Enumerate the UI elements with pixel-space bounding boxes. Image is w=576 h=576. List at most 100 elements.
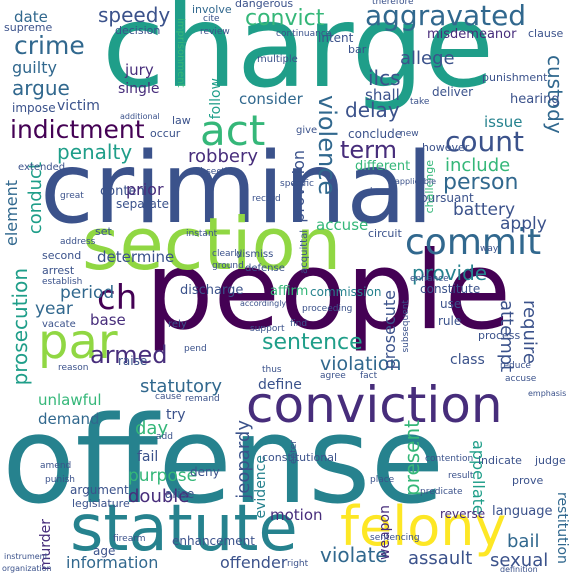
word-deliver: deliver — [432, 85, 474, 99]
word-period: period — [60, 283, 115, 303]
word-commission: commission — [310, 285, 382, 299]
word-proceeding: proceeding — [302, 304, 353, 314]
word-conviction: conviction — [246, 376, 503, 434]
word-record: record — [252, 194, 281, 204]
word-double: double — [128, 486, 190, 507]
word-way: way — [480, 244, 499, 254]
word-restitution: restitution — [554, 492, 570, 564]
word-felony: felony — [340, 495, 507, 558]
word-section: section — [82, 202, 342, 286]
word-constitute: constitute — [420, 282, 481, 296]
word-punishment: punishment — [482, 71, 548, 84]
word-robbery: robbery — [188, 146, 258, 167]
word-acquittal: acquittal — [299, 230, 310, 274]
word-accuse2: accuse — [505, 374, 537, 384]
word-bar: bar — [348, 43, 367, 56]
word-enhancement: enhancement — [172, 534, 255, 548]
word-victim: victim — [57, 98, 100, 114]
word-result: result — [448, 471, 474, 481]
word-accordingly: accordingly — [240, 299, 287, 308]
word-process: process — [478, 329, 521, 342]
word-thus: thus — [262, 365, 282, 375]
word-violence: violence — [313, 95, 341, 196]
word-element: element — [2, 180, 21, 246]
word-instant: instant — [186, 229, 218, 239]
word-assault: assault — [408, 548, 473, 569]
word-act: act — [200, 106, 266, 155]
word-sentence: sentence — [262, 330, 363, 355]
word-affirm: affirm — [270, 284, 309, 299]
word-attempt: attempt — [496, 300, 517, 373]
word-apply: apply — [500, 214, 547, 234]
word-speedy: speedy — [98, 3, 171, 27]
word-allege: allege — [400, 48, 455, 69]
word-use: use — [440, 297, 462, 311]
word-information: information — [66, 553, 159, 572]
word-count: count — [445, 125, 524, 158]
word-argue: argue — [12, 76, 70, 100]
word-term: term — [340, 136, 397, 164]
word-punish: punish — [45, 475, 76, 485]
word-deny: deny — [190, 465, 220, 479]
word-language: language — [492, 504, 553, 519]
word-have: have — [370, 187, 393, 197]
word-additional: additional — [120, 112, 160, 121]
word-arrest: arrest — [42, 264, 75, 277]
word-jeopardy: jeopardy — [233, 420, 254, 499]
word-ground: ground — [212, 261, 244, 271]
word-enhance: enhance — [410, 274, 449, 284]
word-argument: argument — [70, 483, 129, 497]
word-prosecution: prosecution — [8, 268, 32, 386]
word-separate: separate — [116, 197, 169, 211]
word-delay: delay — [345, 98, 400, 122]
word-address: address — [60, 237, 96, 247]
word-reverse: reverse — [440, 507, 486, 521]
word-cite: cite — [203, 14, 220, 24]
word-dismiss: dismiss — [236, 249, 274, 260]
word-armed: armed — [90, 341, 168, 369]
word-review: review — [200, 27, 230, 37]
word-demand: demand — [38, 410, 100, 428]
word-place: place — [370, 475, 395, 485]
word-reason: reason — [58, 363, 89, 373]
word-take: take — [410, 97, 430, 107]
word-give: give — [296, 125, 318, 136]
word-try: try — [166, 407, 186, 423]
word-great: great — [60, 191, 84, 201]
word-day: day — [135, 418, 169, 439]
word-prior: prior — [126, 180, 164, 199]
word-establish: establish — [42, 277, 83, 287]
word-indictment: indictment — [10, 115, 145, 144]
word-however: however — [422, 141, 470, 154]
word-offender: offender — [220, 553, 288, 572]
word-commit: commit — [405, 222, 542, 263]
word-crime: crime — [14, 31, 85, 60]
word-supreme: supreme — [4, 21, 53, 34]
word-contention: contention — [425, 454, 474, 464]
word-vacate: vacate — [42, 319, 76, 330]
word-year: year — [35, 299, 73, 319]
word-new: new — [400, 129, 419, 139]
word-aggravated: aggravated — [365, 0, 527, 32]
word-continuance: continuance — [276, 29, 332, 39]
word-battery: battery — [453, 200, 516, 220]
word-organization: organization — [2, 564, 52, 573]
word-determine: determine — [97, 248, 175, 266]
word-enter: enter — [289, 440, 299, 465]
word-different: different — [355, 159, 411, 174]
word-constitutional: constitutional — [262, 451, 338, 464]
word-fact: fact — [360, 371, 378, 381]
word-violation: violation — [320, 353, 402, 375]
word-prove: prove — [512, 474, 544, 487]
word-multiple: multiple — [257, 54, 298, 65]
word-ilcs: ilcs — [368, 66, 401, 90]
word-bail: bail — [507, 531, 540, 552]
word-subsequent: subsequent — [401, 300, 411, 353]
word-law: law — [172, 114, 191, 127]
word-second: second — [42, 249, 82, 262]
word-conclude: conclude — [348, 127, 403, 141]
word-contend: contend — [100, 184, 153, 199]
word-find: find — [290, 319, 308, 329]
word-par: par — [38, 314, 118, 370]
word-statute: statute — [70, 492, 298, 566]
